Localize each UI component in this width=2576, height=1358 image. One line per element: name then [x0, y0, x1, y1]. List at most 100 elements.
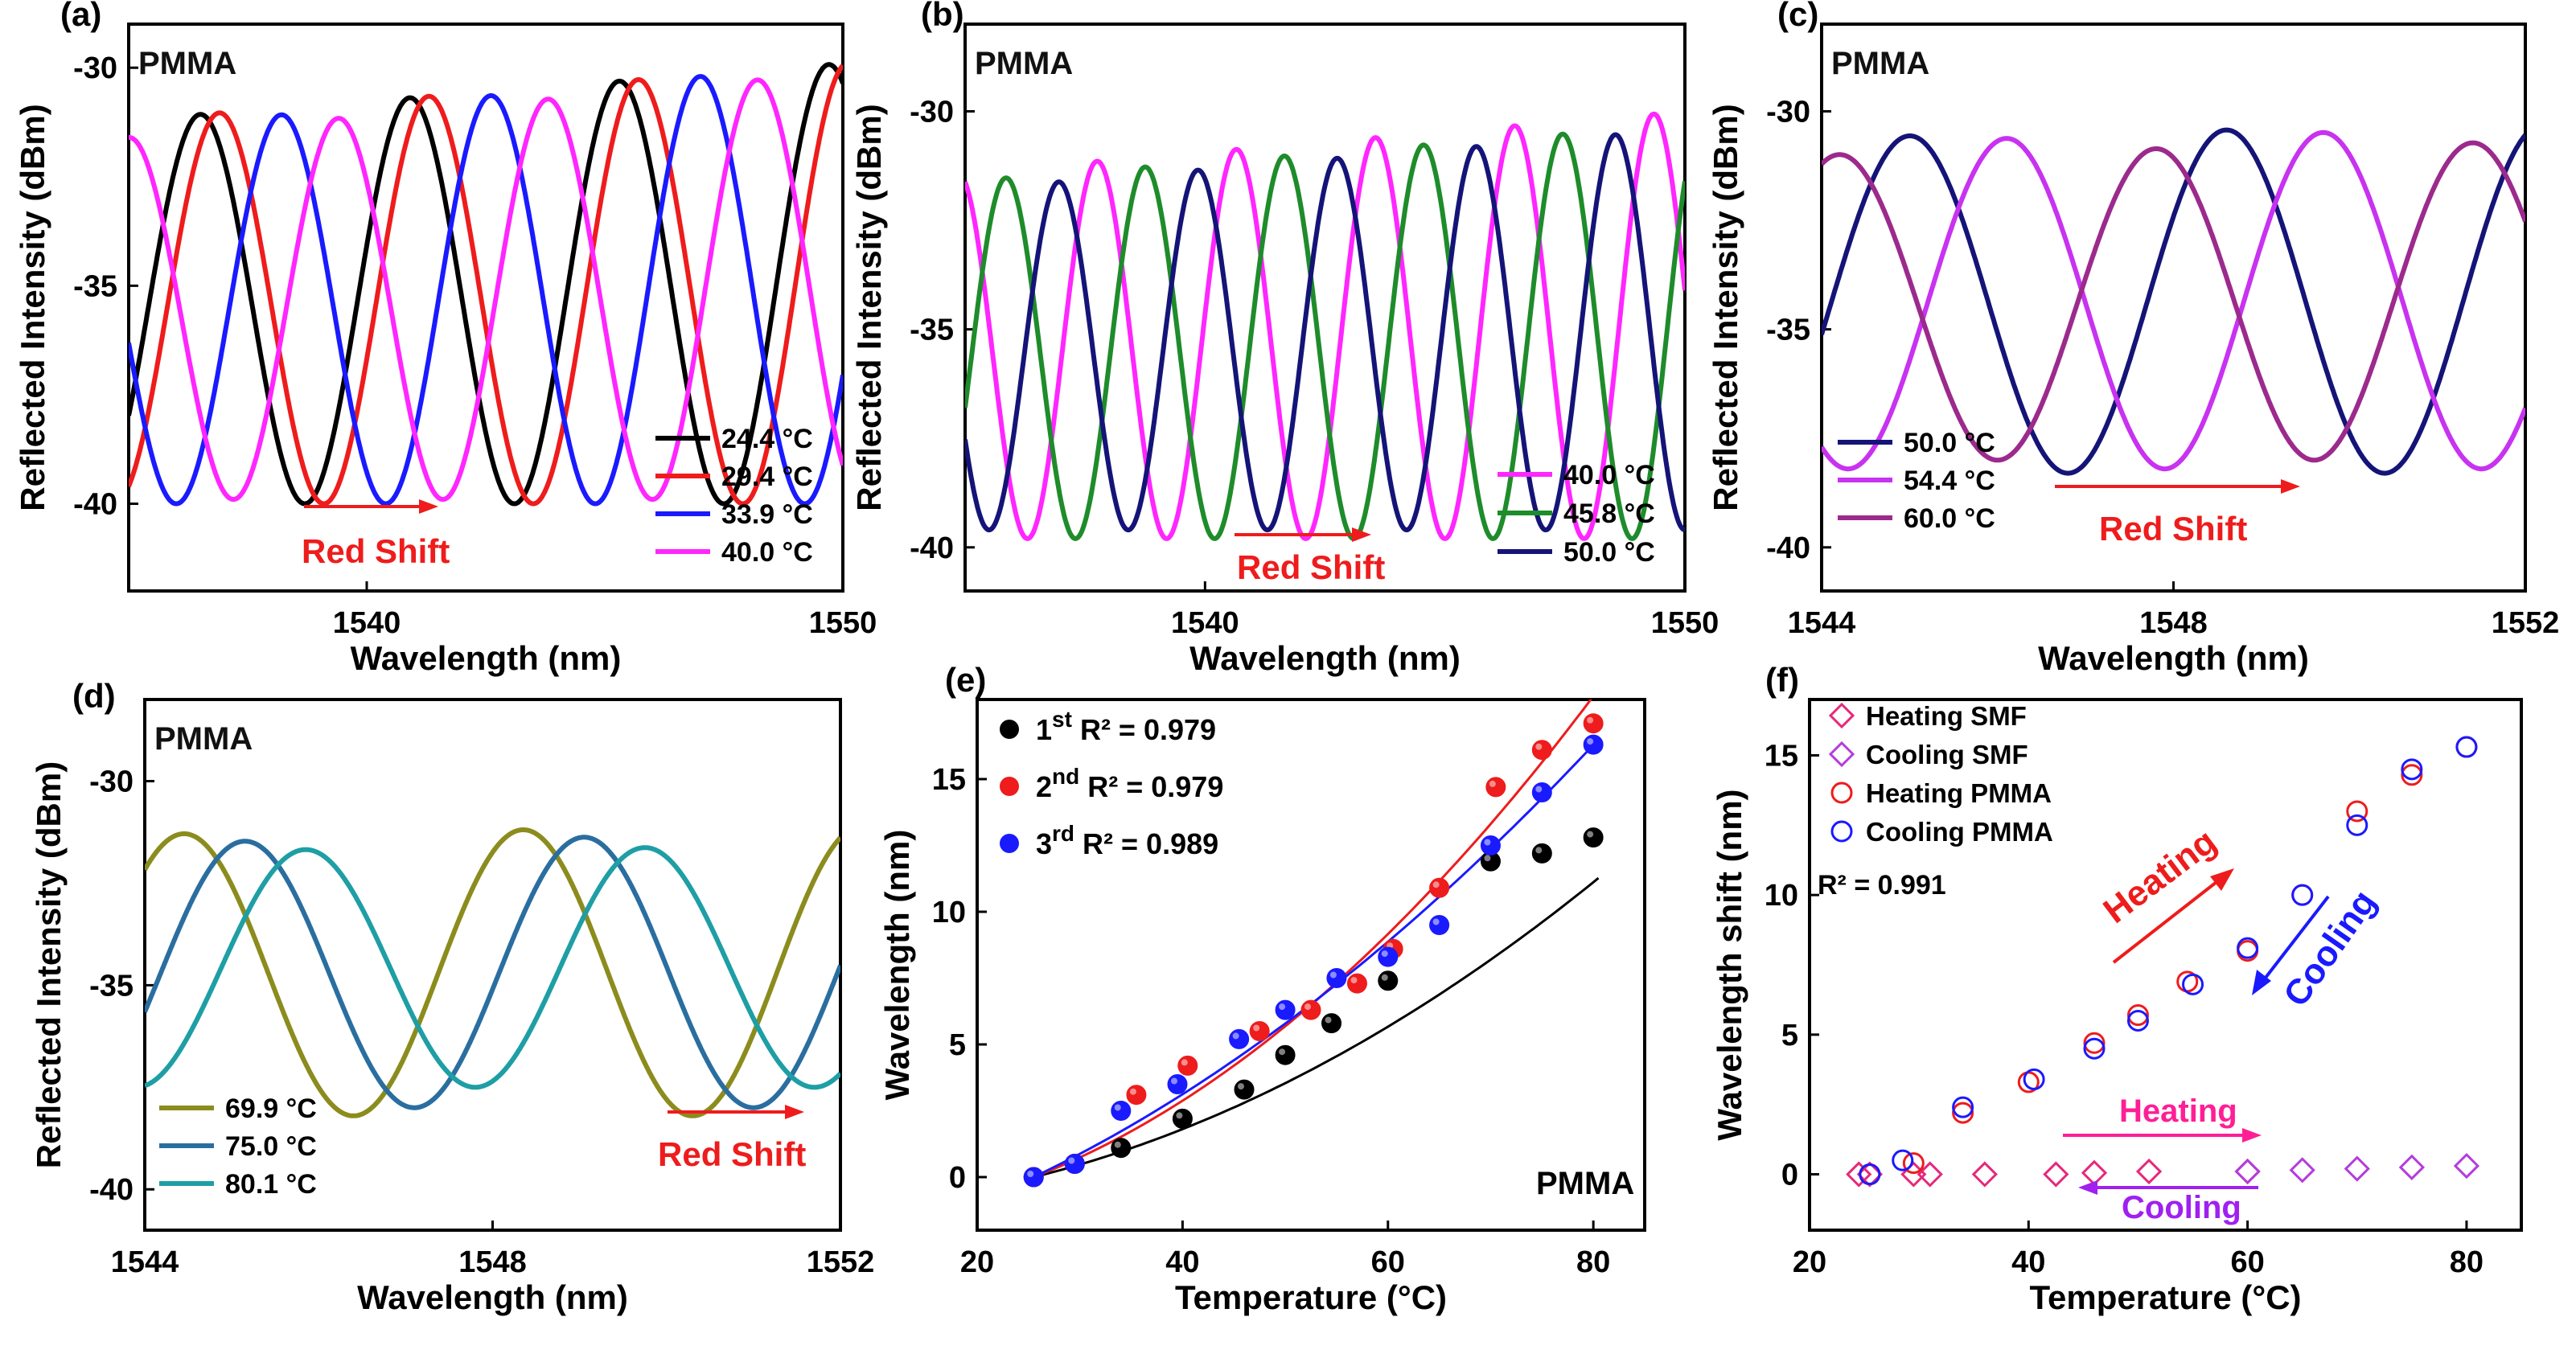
- data-point: [1378, 946, 1399, 967]
- series-line-699: [145, 827, 840, 1118]
- data-point-highlight: [1329, 971, 1337, 978]
- plot-frame: [976, 698, 1646, 1232]
- data-point: [1583, 827, 1604, 848]
- cooling-label-pmma: Cooling: [2276, 884, 2384, 1014]
- data-point-circle: [2126, 1009, 2149, 1032]
- data-point-highlight: [1114, 1141, 1121, 1148]
- y-axis-title: Reflected Intensity (dBm): [1707, 104, 1744, 511]
- legend: 50.0 °C 54.4 °C 60.0 °C: [1838, 428, 1995, 534]
- data-point: [1126, 1085, 1147, 1106]
- legend-entry: Cooling SMF: [1866, 740, 2028, 769]
- x-tick-label: 1540: [333, 606, 401, 640]
- y-tick-label: 15: [1765, 739, 1798, 773]
- heating-arrowhead-pmma: [2210, 868, 2234, 891]
- data-point-circle: [2291, 884, 2314, 906]
- data-point: [1023, 1167, 1044, 1188]
- data-point: [1583, 713, 1604, 734]
- plot-frame: [963, 23, 1687, 593]
- y-tick-label: -35: [910, 314, 954, 347]
- cooling-label-smf: Cooling: [2122, 1190, 2241, 1225]
- data-point-highlight: [1253, 1024, 1260, 1032]
- legend-entry: 3rd R² = 0.989: [1036, 821, 1218, 860]
- y-tick-label: 10: [1765, 879, 1798, 913]
- material-label: PMMA: [1536, 1166, 1634, 1201]
- data-point-circle: [1859, 1163, 1881, 1186]
- panel-e: 20 40 60 80 0 5 10 15 Temperature (°C) Wavelength…: [878, 661, 1646, 1316]
- data-point-highlight: [1535, 743, 1543, 750]
- legend-entry: 60.0 °C: [1904, 503, 1995, 534]
- data-point-diamond: [2289, 1157, 2315, 1184]
- legend-marker: [1828, 741, 1855, 768]
- x-tick-label: 40: [1165, 1245, 1199, 1279]
- y-tick-label: -35: [73, 269, 117, 303]
- data-point-highlight: [1484, 855, 1491, 862]
- y-tick-label: 5: [1781, 1019, 1798, 1052]
- y-axis-title: Reflected Intensity (dBm): [850, 104, 888, 511]
- data-point-diamond: [2234, 1158, 2261, 1185]
- x-tick-label: 80: [2450, 1245, 2484, 1279]
- legend-marker: [1000, 720, 1019, 739]
- data-point-circle: [2455, 736, 2478, 758]
- data-point-highlight: [1587, 738, 1594, 745]
- y-tick-label: -40: [73, 488, 117, 522]
- panel-b: 1540 1550 -30 -35 -40 Wavelength (nm) Reflecte…: [850, 0, 1719, 677]
- data-point: [1480, 835, 1501, 855]
- series-line-801: [145, 845, 840, 1090]
- y-tick-label: 15: [932, 763, 966, 797]
- data-point-diamond: [2135, 1158, 2163, 1185]
- red-shift-label: Red Shift: [302, 532, 450, 570]
- x-tick-label: 1540: [1171, 606, 1239, 640]
- y-tick-label: 0: [1781, 1159, 1798, 1192]
- y-tick-label: -35: [89, 969, 134, 1003]
- data-point-circle: [2083, 1037, 2106, 1060]
- y-tick-label: -30: [73, 51, 117, 85]
- r2-label: R² = 0.991: [1818, 870, 1946, 901]
- legend-entry: 50.0 °C: [1904, 428, 1995, 458]
- x-tick-label: 1548: [458, 1245, 527, 1279]
- legend-entry: 33.9 °C: [721, 499, 813, 530]
- data-point-highlight: [1238, 1083, 1244, 1090]
- cooling-arrowhead-pmma: [2252, 970, 2271, 995]
- series-line-500: [965, 132, 1685, 533]
- legend-entry: 24.4 °C: [721, 424, 813, 454]
- data-point: [1111, 1138, 1132, 1159]
- data-point-highlight: [1489, 780, 1496, 787]
- red-shift-arrowhead: [419, 499, 438, 514]
- red-shift-label: Red Shift: [1237, 548, 1385, 586]
- data-point-highlight: [1279, 1003, 1286, 1011]
- data-point-circle: [2182, 973, 2204, 995]
- y-tick-label: -40: [89, 1173, 134, 1207]
- red-shift-arrowhead: [785, 1105, 804, 1119]
- data-point-circle: [1902, 1152, 1925, 1175]
- data-point-highlight: [1181, 1059, 1188, 1066]
- data-point-circle: [2023, 1068, 2045, 1090]
- data-point: [1300, 999, 1321, 1020]
- x-tick-label: 1544: [1788, 606, 1856, 640]
- y-tick-label: -30: [910, 95, 954, 129]
- data-point-diamond: [1846, 1161, 1872, 1188]
- x-tick-label: 60: [1371, 1245, 1405, 1279]
- series-line-544: [1822, 129, 2525, 472]
- plot-frame: [127, 23, 844, 593]
- series-lines: [129, 62, 843, 507]
- data-point: [1429, 877, 1450, 898]
- data-point-diamond: [2234, 1158, 2261, 1185]
- x-tick-label: 1552: [807, 1245, 875, 1279]
- y-axis-title: Reflected Intensity (dBm): [14, 104, 51, 511]
- material-label: PMMA: [1831, 46, 1929, 81]
- panel-label: (c): [1777, 0, 1818, 33]
- series-line-750: [145, 835, 840, 1110]
- data-point: [1275, 999, 1296, 1020]
- legend: 1st R² = 0.979 2nd R² = 0.979 3rd R² = 0.9…: [1000, 707, 1223, 860]
- legend-entry: Heating PMMA: [1866, 778, 2052, 808]
- plot-frame: [1808, 698, 2523, 1232]
- data-point-circle: [1952, 1102, 1974, 1124]
- data-point: [1172, 1108, 1193, 1129]
- data-point-highlight: [1171, 1077, 1177, 1085]
- x-axis-title: Temperature (°C): [2029, 1278, 2301, 1316]
- material-label: PMMA: [154, 721, 253, 757]
- red-shift-label: Red Shift: [658, 1135, 806, 1173]
- legend-entry: 75.0 °C: [225, 1131, 317, 1162]
- heating-label-pmma: Heating: [2097, 822, 2224, 931]
- data-point: [1326, 968, 1347, 988]
